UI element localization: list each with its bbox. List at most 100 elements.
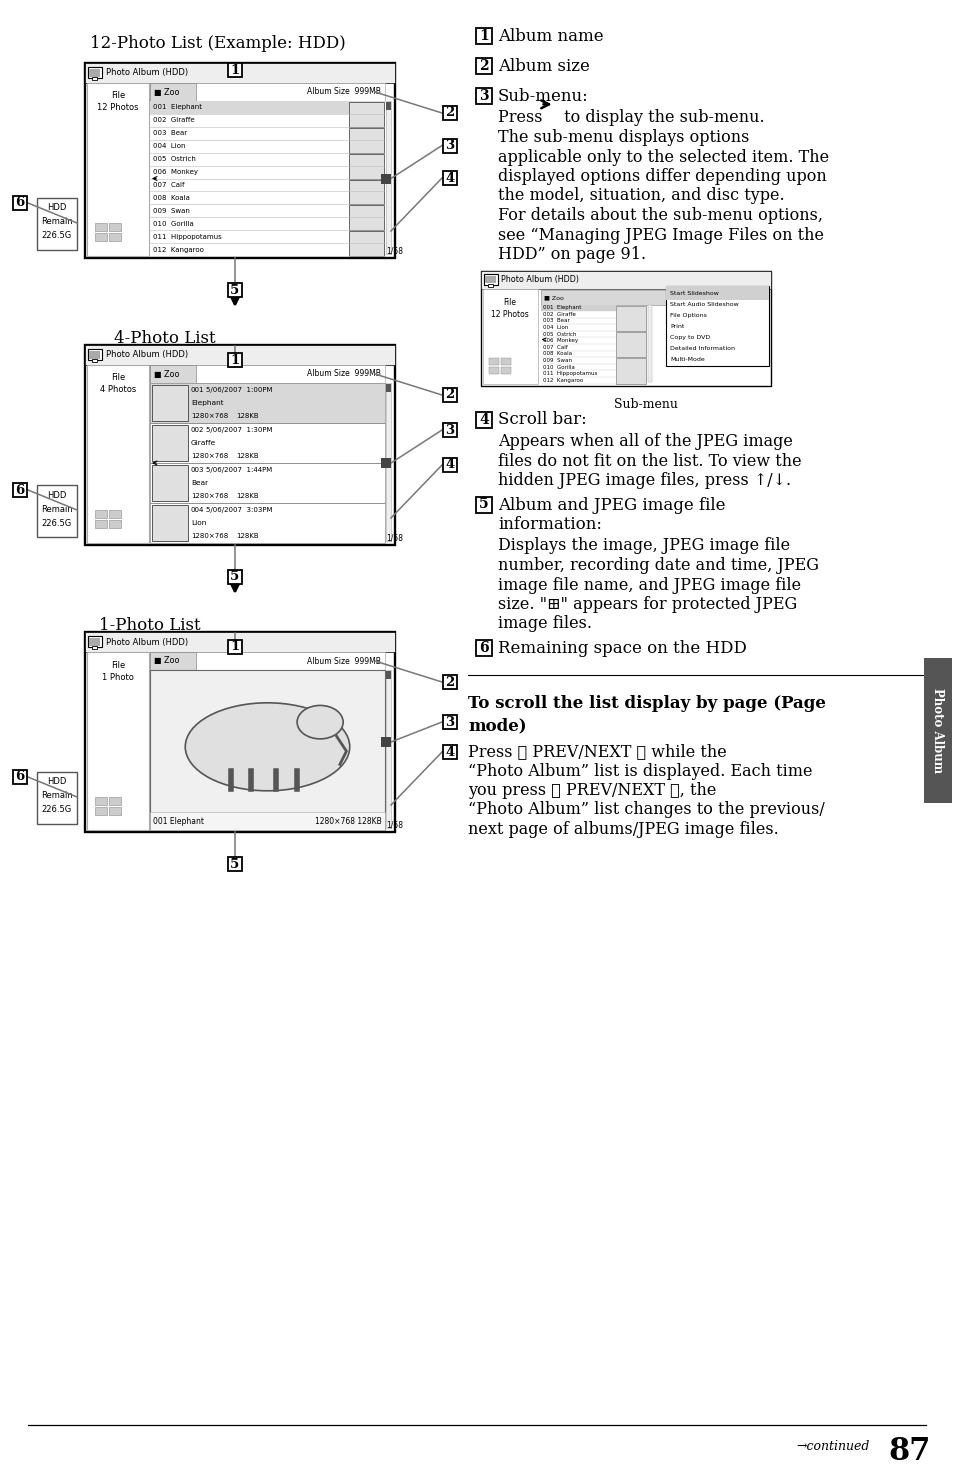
Text: 2: 2	[445, 675, 455, 688]
Bar	[150, 813, 385, 830]
Bar	[476, 411, 492, 427]
Bar	[90, 70, 100, 77]
Text: File: File	[111, 374, 125, 383]
Text: HDD: HDD	[48, 203, 67, 212]
Bar	[228, 641, 242, 654]
Bar	[37, 199, 77, 251]
Bar	[91, 647, 97, 650]
Text: Album name: Album name	[497, 28, 603, 44]
Bar	[88, 67, 102, 79]
Bar	[540, 289, 676, 304]
Text: the model, situation, and disc type.: the model, situation, and disc type.	[497, 187, 783, 205]
Text: 5/06/2007  1:30PM: 5/06/2007 1:30PM	[206, 427, 273, 433]
Text: displayed options differ depending upon: displayed options differ depending upon	[497, 168, 826, 185]
Bar	[85, 346, 395, 365]
Bar	[476, 28, 492, 44]
Bar	[87, 83, 149, 257]
Bar	[90, 351, 100, 359]
Text: 87: 87	[888, 1436, 930, 1467]
Text: Elephant: Elephant	[191, 400, 223, 406]
Text: The sub-menu displays options: The sub-menu displays options	[497, 129, 749, 145]
Text: 001  Elephant: 001 Elephant	[542, 305, 580, 310]
Bar	[109, 807, 121, 816]
Bar	[442, 744, 456, 759]
Bar	[150, 101, 385, 114]
Text: Sub-menu: Sub-menu	[614, 397, 678, 411]
Bar	[349, 128, 384, 153]
Text: Start Slideshow: Start Slideshow	[669, 291, 719, 297]
Bar	[489, 366, 498, 374]
Text: 002  Giraffe: 002 Giraffe	[152, 117, 194, 123]
Bar	[228, 569, 242, 584]
Text: ■ Zoo: ■ Zoo	[543, 295, 563, 300]
Bar	[150, 653, 195, 670]
Bar	[665, 286, 768, 365]
Text: ■ Zoo: ■ Zoo	[153, 657, 179, 666]
Text: 5: 5	[230, 571, 239, 583]
Bar	[442, 105, 456, 120]
Text: File: File	[111, 92, 125, 101]
Text: Copy to DVD: Copy to DVD	[669, 335, 709, 340]
Bar	[540, 304, 616, 311]
Bar	[228, 857, 242, 871]
Bar	[95, 796, 107, 805]
Bar	[152, 426, 188, 461]
Text: 5: 5	[478, 497, 488, 512]
Text: 6: 6	[15, 483, 25, 497]
Bar	[616, 359, 645, 384]
Ellipse shape	[185, 703, 350, 790]
Bar	[95, 807, 107, 816]
Bar	[500, 366, 511, 374]
Text: 3: 3	[445, 424, 454, 436]
Bar	[87, 653, 149, 830]
Text: 5/06/2007  1:00PM: 5/06/2007 1:00PM	[206, 387, 273, 393]
Text: 009  Swan: 009 Swan	[152, 208, 190, 214]
Text: 226.5G: 226.5G	[42, 231, 72, 240]
Text: 003: 003	[191, 467, 204, 473]
Bar	[150, 83, 195, 101]
Text: 1 Photo: 1 Photo	[102, 672, 133, 682]
Text: 2: 2	[445, 107, 455, 120]
Text: size. "⊞" appears for protected JPEG: size. "⊞" appears for protected JPEG	[497, 596, 797, 612]
Bar	[150, 383, 385, 423]
Bar	[90, 638, 100, 645]
Text: 004  Lion: 004 Lion	[542, 325, 568, 331]
Bar	[665, 286, 768, 300]
Text: 008  Koala: 008 Koala	[542, 351, 572, 356]
Text: 6: 6	[478, 641, 488, 655]
Text: 2: 2	[445, 389, 455, 402]
Bar	[380, 174, 391, 184]
Text: 5/06/2007  1:44PM: 5/06/2007 1:44PM	[206, 467, 272, 473]
Text: File Options: File Options	[669, 313, 706, 317]
Bar	[616, 305, 645, 331]
Text: information:: information:	[497, 516, 601, 532]
Text: 010  Gorilla: 010 Gorilla	[152, 221, 193, 227]
Text: Displays the image, JPEG image file: Displays the image, JPEG image file	[497, 537, 789, 555]
Bar	[91, 359, 97, 362]
Text: 004  Lion: 004 Lion	[152, 144, 185, 150]
Text: 12 Photos: 12 Photos	[97, 104, 138, 113]
Text: 128KB: 128KB	[235, 412, 258, 420]
Bar	[37, 773, 77, 825]
Text: Photo Album: Photo Album	[930, 688, 943, 773]
Text: 011  Hippopotamus: 011 Hippopotamus	[542, 371, 597, 377]
Text: 6: 6	[15, 197, 25, 209]
Bar	[150, 365, 195, 383]
Bar	[88, 349, 102, 360]
Text: 5: 5	[230, 283, 239, 297]
Text: 1280×768: 1280×768	[191, 492, 228, 498]
Text: hidden JPEG image files, press ↑/↓.: hidden JPEG image files, press ↑/↓.	[497, 472, 790, 489]
Text: image files.: image files.	[497, 615, 592, 633]
Text: Photo Album (HDD): Photo Album (HDD)	[106, 638, 188, 647]
Text: 4 Photos: 4 Photos	[100, 386, 136, 394]
Text: 001  Elephant: 001 Elephant	[152, 104, 202, 110]
Text: Scroll bar:: Scroll bar:	[497, 411, 586, 429]
Bar	[349, 231, 384, 257]
Text: Giraffe: Giraffe	[191, 440, 216, 446]
Bar	[616, 332, 645, 357]
Text: 3: 3	[445, 715, 454, 728]
Text: 010  Gorilla: 010 Gorilla	[542, 365, 575, 369]
Bar	[488, 283, 493, 286]
Text: Press ⏮ PREV/NEXT ⏭ while the: Press ⏮ PREV/NEXT ⏭ while the	[468, 743, 726, 759]
Bar	[150, 365, 385, 383]
